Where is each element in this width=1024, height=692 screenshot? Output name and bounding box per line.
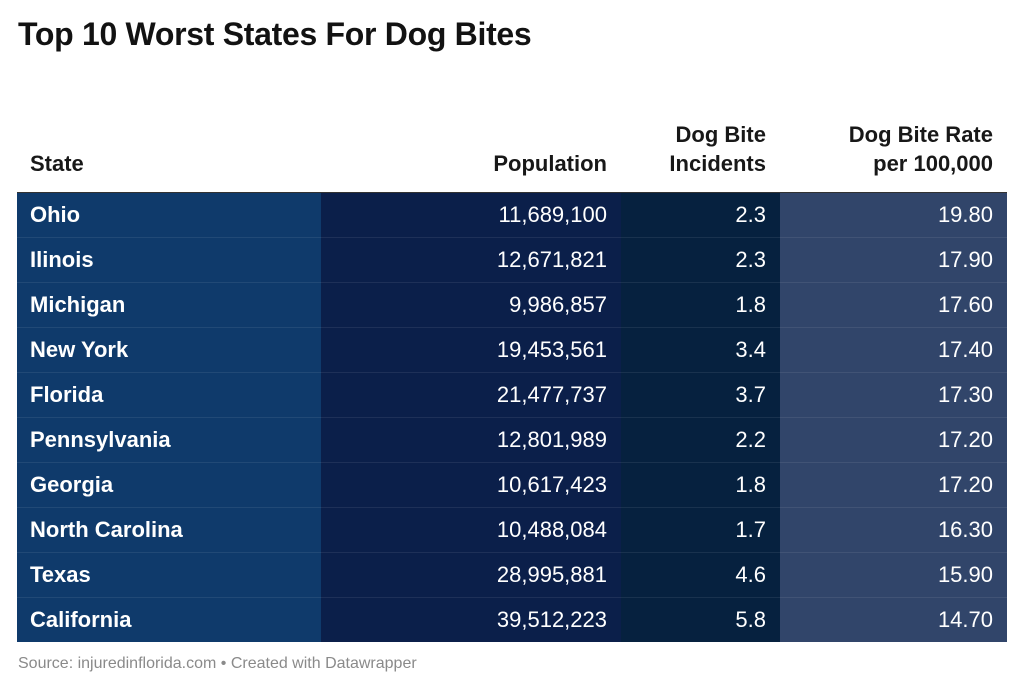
column-header-rate[interactable]: Dog Bite Rate per 100,000 [780,98,1007,193]
column-header-population[interactable]: Population [321,98,621,193]
cell-incidents: 2.3 [621,237,780,283]
cell-population: 12,801,989 [321,417,621,463]
table-row: Texas 28,995,881 4.6 15.90 [17,552,1007,598]
column-header-label: State [30,151,84,176]
cell-incidents: 1.8 [621,462,780,508]
source-note: Source: injuredinflorida.com • Created w… [18,655,417,672]
cell-population: 19,453,561 [321,327,621,373]
column-header-incidents[interactable]: Dog Bite Incidents [621,98,780,193]
cell-incidents: 4.6 [621,552,780,598]
column-header-label-line2: Incidents [669,151,766,176]
cell-state: Ilinois [17,237,321,283]
column-header-label-line2: per 100,000 [873,151,993,176]
table-body: Ohio 11,689,100 2.3 19.80 Ilinois 12,671,821 2… [17,192,1007,642]
table-row: Ohio 11,689,100 2.3 19.80 [17,192,1007,238]
table-header: State Population Dog Bite Incidents Dog … [17,98,1007,193]
cell-state: Texas [17,552,321,598]
cell-population: 28,995,881 [321,552,621,598]
data-table: State Population Dog Bite Incidents Dog … [17,98,1007,642]
table-row: North Carolina 10,488,084 1.7 16.30 [17,507,1007,553]
cell-state: Florida [17,372,321,418]
table-row: California 39,512,223 5.8 14.70 [17,597,1007,642]
cell-state: Pennsylvania [17,417,321,463]
cell-rate: 15.90 [780,552,1007,598]
cell-state: Michigan [17,282,321,328]
cell-state: North Carolina [17,507,321,553]
cell-rate: 17.20 [780,417,1007,463]
cell-rate: 17.20 [780,462,1007,508]
cell-incidents: 5.8 [621,597,780,642]
cell-population: 12,671,821 [321,237,621,283]
cell-rate: 17.90 [780,237,1007,283]
cell-population: 10,488,084 [321,507,621,553]
cell-state: Ohio [17,192,321,238]
cell-population: 21,477,737 [321,372,621,418]
table-row: Georgia 10,617,423 1.8 17.20 [17,462,1007,508]
header-row: State Population Dog Bite Incidents Dog … [17,98,1007,193]
column-header-state[interactable]: State [17,98,321,193]
column-header-label-line1: Dog Bite Rate [848,122,993,147]
cell-incidents: 3.7 [621,372,780,418]
cell-rate: 14.70 [780,597,1007,642]
table-row: Michigan 9,986,857 1.8 17.60 [17,282,1007,328]
cell-state: Georgia [17,462,321,508]
page-title: Top 10 Worst States For Dog Bites [18,16,532,52]
cell-rate: 16.30 [780,507,1007,553]
cell-rate: 17.40 [780,327,1007,373]
cell-incidents: 1.8 [621,282,780,328]
cell-state: New York [17,327,321,373]
cell-incidents: 2.2 [621,417,780,463]
table-row: New York 19,453,561 3.4 17.40 [17,327,1007,373]
cell-population: 9,986,857 [321,282,621,328]
column-header-label-line1: Dog Bite [675,122,766,147]
column-header-label: Population [493,151,607,176]
cell-rate: 17.60 [780,282,1007,328]
cell-incidents: 1.7 [621,507,780,553]
data-table-container: State Population Dog Bite Incidents Dog … [17,98,1007,642]
table-row: Florida 21,477,737 3.7 17.30 [17,372,1007,418]
cell-population: 11,689,100 [321,192,621,238]
table-row: Ilinois 12,671,821 2.3 17.90 [17,237,1007,283]
cell-rate: 17.30 [780,372,1007,418]
cell-population: 39,512,223 [321,597,621,642]
cell-state: California [17,597,321,642]
cell-incidents: 3.4 [621,327,780,373]
table-row: Pennsylvania 12,801,989 2.2 17.20 [17,417,1007,463]
cell-incidents: 2.3 [621,192,780,238]
cell-population: 10,617,423 [321,462,621,508]
cell-rate: 19.80 [780,192,1007,238]
